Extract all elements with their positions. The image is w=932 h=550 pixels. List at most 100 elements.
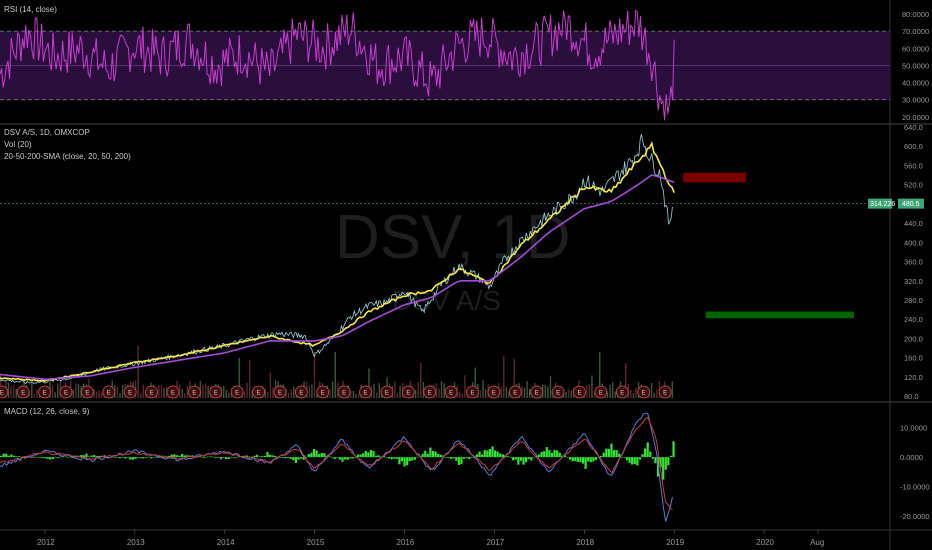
earnings-badge: E bbox=[380, 385, 394, 399]
earnings-badge: E bbox=[0, 385, 9, 399]
macd-hist-bar bbox=[150, 457, 153, 459]
main-price-panel[interactable]: DSV, 1D DSV A/S E E E E E E E E E E E E E E E E E E E E E E E E… bbox=[0, 123, 924, 401]
volume-bar bbox=[95, 391, 98, 398]
macd-hist-bar bbox=[315, 450, 318, 458]
macd-hist-bar bbox=[206, 456, 210, 458]
volume-bar bbox=[243, 391, 246, 398]
target-box[interactable] bbox=[705, 311, 855, 319]
macd-hist-bar bbox=[271, 455, 274, 458]
macd-hist-bar bbox=[527, 457, 530, 460]
macd-hist-bar bbox=[33, 457, 36, 458]
macd-hist-bar bbox=[633, 457, 636, 465]
volume-bar bbox=[10, 385, 12, 398]
volume-bar bbox=[207, 385, 209, 398]
volume-bar bbox=[287, 392, 290, 398]
macd-hist-bar bbox=[532, 457, 535, 458]
macd-hist-bar bbox=[364, 450, 367, 458]
volume-bar bbox=[142, 384, 145, 398]
macd-hist-bar bbox=[481, 454, 484, 458]
macd-hist-bar bbox=[356, 454, 360, 458]
time-tick-label: 2018 bbox=[576, 538, 594, 547]
macd-hist-bar bbox=[331, 456, 334, 458]
macd-hist-bar bbox=[250, 456, 254, 458]
svg-text:E: E bbox=[663, 391, 667, 397]
macd-hist-bar bbox=[310, 452, 313, 458]
macd-hist-bar bbox=[486, 450, 489, 458]
macd-hist-bar bbox=[59, 456, 62, 458]
main-symbol-label[interactable]: DSV A/S, 1D, OMXCOP bbox=[4, 128, 90, 137]
macd-hist-bar bbox=[395, 457, 398, 459]
macd-tick-labels: 10.0000 0.0000 -10.0000 -20.0000 bbox=[900, 424, 930, 522]
volume-bar bbox=[36, 389, 38, 398]
macd-hist-bar bbox=[235, 457, 238, 458]
price-tick-label: 560.0 bbox=[904, 161, 923, 170]
volume-bar bbox=[612, 382, 614, 398]
macd-hist-bar bbox=[227, 457, 230, 459]
volume-bar bbox=[414, 390, 417, 398]
macd-hist-bar bbox=[553, 449, 556, 458]
volume-bar bbox=[350, 390, 352, 398]
volume-bar bbox=[186, 385, 189, 398]
svg-text:E: E bbox=[599, 391, 603, 397]
volume-bar bbox=[293, 386, 295, 398]
macd-hist-bar bbox=[610, 443, 613, 458]
volume-label[interactable]: Vol (20) bbox=[4, 140, 32, 149]
macd-hist-bar bbox=[56, 457, 60, 459]
macd-hist-bar bbox=[672, 441, 675, 458]
volume-bar bbox=[591, 375, 593, 398]
macd-hist-bar bbox=[186, 455, 189, 458]
volume-bar bbox=[204, 383, 207, 398]
macd-hist-bar bbox=[550, 452, 554, 458]
rsi-panel[interactable]: RSI (14, close) 80.0000 70.0000 60.0000 50.… bbox=[0, 5, 929, 122]
macd-hist-bar bbox=[607, 448, 610, 458]
earnings-badge: E bbox=[551, 385, 565, 399]
price-tag-left-bg bbox=[868, 198, 892, 209]
price-tick-label: 240.0 bbox=[904, 315, 923, 324]
earnings-badge: E bbox=[594, 385, 608, 399]
macd-hist-bar bbox=[2, 453, 5, 458]
macd-hist-bar bbox=[375, 455, 378, 458]
rsi-tick-label: 20.0000 bbox=[902, 113, 929, 122]
macd-hist-bar bbox=[576, 457, 579, 462]
macd-hist-bar bbox=[336, 457, 339, 458]
macd-hist-bar bbox=[587, 457, 590, 462]
volume-bar bbox=[438, 388, 440, 398]
svg-text:E: E bbox=[406, 391, 410, 397]
volume-bar bbox=[184, 393, 186, 398]
volume-bar bbox=[544, 384, 546, 398]
earnings-badge: E bbox=[273, 385, 287, 399]
volume-bar bbox=[137, 345, 139, 398]
macd-panel[interactable]: MACD (12, 26, close, 9) 10.0000 0.0000 -10… bbox=[0, 407, 930, 522]
macd-hist-bar bbox=[147, 456, 150, 458]
macd-hist-bar bbox=[0, 455, 3, 458]
earnings-badge: E bbox=[145, 385, 158, 399]
earnings-badge: E bbox=[123, 385, 137, 399]
volume-bar bbox=[505, 387, 508, 398]
volume-bar bbox=[272, 387, 274, 398]
volume-bar bbox=[376, 392, 378, 398]
macd-label[interactable]: MACD (12, 26, close, 9) bbox=[4, 407, 90, 416]
macd-hist-bar bbox=[468, 457, 471, 460]
earnings-badge: E bbox=[637, 385, 651, 399]
macd-hist-bar bbox=[287, 457, 290, 458]
time-tick-label: 2015 bbox=[307, 538, 325, 547]
volume-bar bbox=[474, 367, 476, 398]
svg-text:E: E bbox=[128, 391, 132, 397]
macd-hist-bar bbox=[258, 456, 261, 458]
volume-bar bbox=[609, 384, 611, 398]
time-axis[interactable]: 2012 2013 2014 2015 2016 2017 2018 2019 2020 Aug bbox=[37, 530, 824, 547]
earnings-badge: E bbox=[316, 385, 330, 399]
macd-hist-bar bbox=[118, 457, 122, 459]
svg-text:E: E bbox=[535, 391, 539, 397]
watermark-name: DSV A/S bbox=[392, 285, 501, 316]
svg-text:E: E bbox=[385, 391, 389, 397]
macd-histogram bbox=[0, 441, 675, 480]
rsi-label[interactable]: RSI (14, close) bbox=[4, 5, 57, 14]
macd-hist-bar bbox=[519, 457, 523, 461]
volume-bar bbox=[355, 393, 357, 398]
volume-bar bbox=[316, 393, 318, 398]
resistance-box[interactable] bbox=[683, 172, 747, 183]
sma-label[interactable]: 20-50-200-SMA (close, 20, 50, 200) bbox=[4, 152, 131, 161]
volume-bar bbox=[500, 386, 502, 398]
